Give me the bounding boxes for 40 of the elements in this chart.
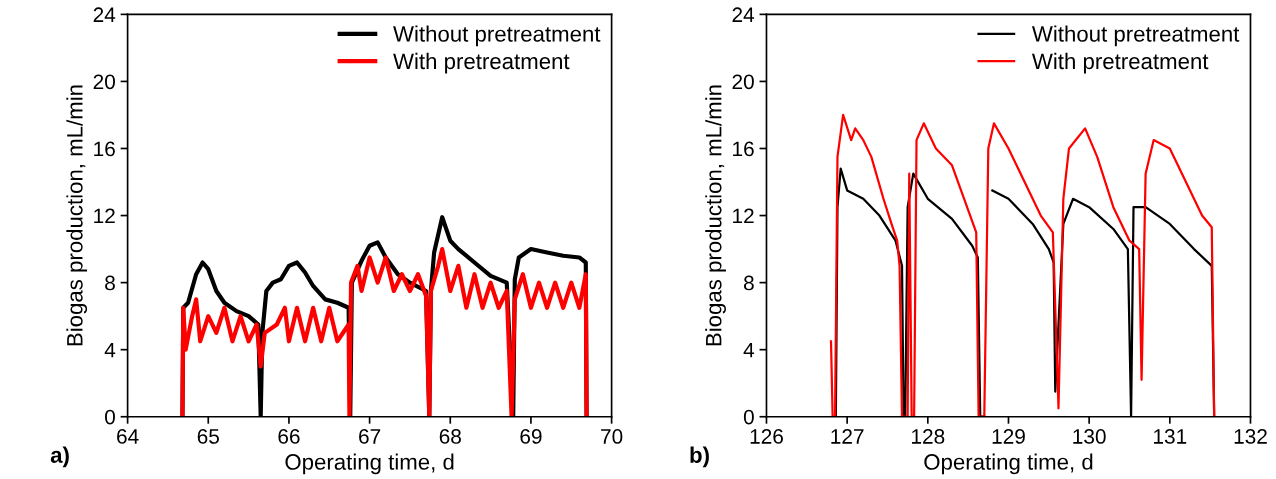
- legend-label: Without pretreatment: [1031, 25, 1240, 47]
- x-tick-label: 131: [1154, 429, 1187, 444]
- x-tick-label: 67: [359, 429, 381, 444]
- x-tick-label: 64: [117, 429, 139, 444]
- y-tick-label: 24: [732, 7, 755, 22]
- x-tick-label: 65: [197, 429, 219, 444]
- y-tick-label: 20: [93, 74, 115, 90]
- y-tick-label: 12: [733, 208, 754, 224]
- text: b): [690, 446, 709, 468]
- x-axis-title: Operating time, d: [285, 453, 454, 475]
- y-axis-title: Biogas production, mL/min: [705, 85, 726, 346]
- x-tick-label: 132: [1234, 429, 1267, 444]
- y-tick-label: 8: [105, 275, 115, 291]
- x-tick-label: 68: [439, 429, 461, 444]
- x-tick-label: 127: [831, 429, 864, 444]
- x-axis-title: Operating time, d: [924, 453, 1093, 475]
- x-tick-label: 69: [520, 429, 542, 444]
- y-tick-label: 20: [732, 74, 754, 90]
- y-tick-label: 4: [743, 342, 755, 358]
- y-tick-label: 0: [743, 409, 754, 425]
- y-axis-title: Biogas production, mL/min: [66, 85, 88, 346]
- y-tick-label: 24: [93, 7, 116, 22]
- y-tick-label: 16: [733, 141, 754, 157]
- x-tick-label: 126: [750, 429, 783, 444]
- legend-label: With pretreatment: [393, 52, 570, 74]
- y-tick-label: 0: [105, 409, 115, 425]
- x-tick-label: 129: [992, 429, 1025, 444]
- legend-label: Without pretreatment: [393, 25, 601, 47]
- y-tick-label: 4: [104, 342, 116, 358]
- text: a): [50, 446, 69, 468]
- x-tick-label: 128: [912, 429, 945, 444]
- y-tick-label: 16: [94, 141, 115, 157]
- legend-label: With pretreatment: [1031, 52, 1209, 74]
- x-tick-label: 70: [601, 429, 623, 444]
- line-series: [829, 113, 1216, 417]
- line-series: [180, 246, 589, 417]
- x-tick-label: 130: [1073, 429, 1106, 444]
- y-tick-label: 8: [743, 275, 754, 291]
- x-tick-label: 66: [278, 429, 300, 444]
- y-tick-label: 12: [94, 208, 115, 224]
